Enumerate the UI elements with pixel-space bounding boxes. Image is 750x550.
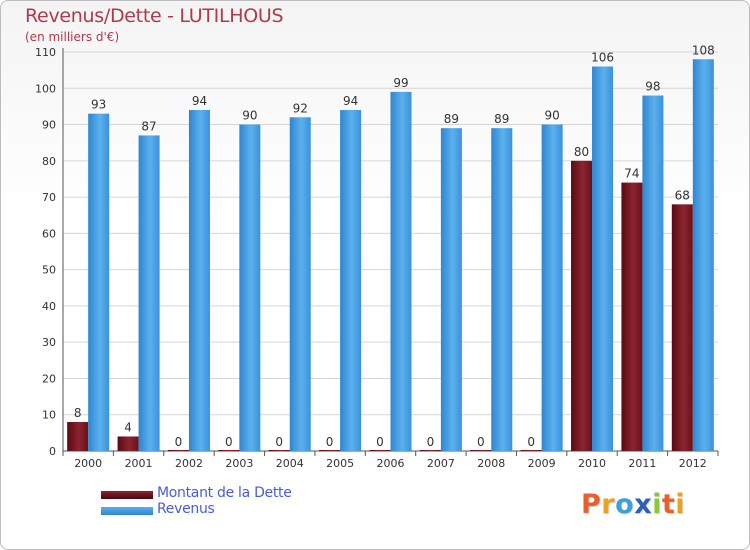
x-tick-label: 2006 [377, 457, 405, 470]
chart-subtitle: (en milliers d'€) [25, 30, 120, 44]
value-label: 93 [91, 98, 106, 112]
y-tick-label: 30 [42, 336, 56, 349]
legend-swatch-revenus [101, 507, 153, 515]
value-label: 108 [692, 43, 715, 57]
revenus-bar [541, 124, 563, 451]
x-tick-label: 2002 [175, 457, 203, 470]
legend-swatch-debt [101, 491, 153, 499]
debt-bar [621, 182, 643, 451]
y-tick-label: 90 [42, 119, 56, 132]
value-label: 4 [124, 420, 132, 434]
revenus-bar [138, 135, 160, 451]
value-label: 0 [376, 435, 384, 449]
y-tick-label: 20 [42, 372, 56, 385]
value-label: 0 [427, 435, 435, 449]
x-tick-label: 2009 [528, 457, 556, 470]
revenus-bar [390, 91, 412, 452]
y-tick-label: 110 [35, 46, 56, 59]
x-tick-label: 2000 [74, 457, 102, 470]
y-tick-label: 70 [42, 191, 56, 204]
logo-letter: r [601, 489, 616, 520]
value-label: 89 [494, 112, 509, 126]
revenus-bar [289, 117, 311, 452]
revenus-bar [491, 128, 513, 451]
x-tick-label: 2007 [427, 457, 455, 470]
logo-letter: t [661, 489, 676, 520]
value-label: 0 [477, 435, 485, 449]
value-label: 0 [326, 435, 334, 449]
y-tick-label: 80 [42, 155, 56, 168]
legend-label-debt: Montant de la Dette [157, 485, 292, 501]
value-label: 90 [545, 109, 560, 123]
y-tick-label: 0 [49, 445, 56, 458]
debt-bar [671, 204, 693, 451]
x-tick-label: 2011 [628, 457, 656, 470]
x-tick-label: 2004 [276, 457, 304, 470]
value-label: 80 [574, 145, 589, 159]
value-label: 106 [591, 51, 614, 65]
y-tick-label: 40 [42, 300, 56, 313]
debt-bar [218, 450, 240, 451]
debt-bar [319, 450, 341, 451]
value-label: 8 [74, 406, 82, 420]
revenus-bar [239, 124, 261, 451]
x-tick-label: 2010 [578, 457, 606, 470]
revenus-bar [188, 110, 210, 451]
value-label: 98 [645, 80, 660, 94]
debt-bar [369, 450, 391, 451]
x-tick-label: 2012 [679, 457, 707, 470]
debt-bar [67, 421, 89, 451]
revenus-bar [88, 113, 110, 451]
value-label: 89 [444, 112, 459, 126]
value-label: 0 [225, 435, 233, 449]
x-tick-label: 2003 [225, 457, 253, 470]
logo-letter: i [652, 489, 662, 520]
revenus-bar [692, 59, 714, 451]
revenus-bar [440, 128, 462, 451]
logo-letter: P [581, 489, 602, 520]
value-label: 0 [275, 435, 283, 449]
logo-letter: o [615, 489, 635, 520]
bars-layer [67, 59, 714, 452]
debt-bar [167, 450, 189, 451]
debt-bar [268, 450, 290, 451]
x-tick-label: 2005 [326, 457, 354, 470]
value-label: 92 [293, 101, 308, 115]
x-tick-label: 2001 [125, 457, 153, 470]
debt-bar [419, 450, 441, 451]
value-label: 87 [141, 119, 156, 133]
revenus-bar [642, 95, 664, 451]
value-label: 99 [393, 76, 408, 90]
value-label: 0 [175, 435, 183, 449]
debt-bar [571, 160, 593, 451]
debt-bar [520, 450, 542, 451]
value-label: 94 [192, 94, 207, 108]
debt-bar [117, 436, 139, 451]
revenus-bar [340, 110, 362, 451]
value-label: 94 [343, 94, 358, 108]
y-tick-label: 10 [42, 409, 56, 422]
y-tick-label: 50 [42, 264, 56, 277]
value-label: 68 [675, 188, 690, 202]
revenus-bar [592, 66, 614, 451]
value-label: 74 [624, 167, 639, 181]
labels-layer: 8 93 4 87 0 94 0 90 0 92 0 94 0 99 0 89 0 89 0 90 80 106 74 98 6… [74, 43, 715, 449]
y-tick-label: 60 [42, 227, 56, 240]
logo-letter: x [634, 489, 653, 520]
y-tick-label: 100 [35, 82, 56, 95]
logo-letter: i [675, 489, 686, 520]
chart-title: Revenus/Dette - LUTILHOUS [25, 5, 284, 27]
debt-bar [470, 450, 492, 451]
x-tick-label: 2008 [477, 457, 505, 470]
legend-label-revenus: Revenus [157, 501, 215, 517]
proxiti-logo: Proxiti [581, 489, 685, 520]
value-label: 0 [527, 435, 535, 449]
value-label: 90 [242, 109, 257, 123]
